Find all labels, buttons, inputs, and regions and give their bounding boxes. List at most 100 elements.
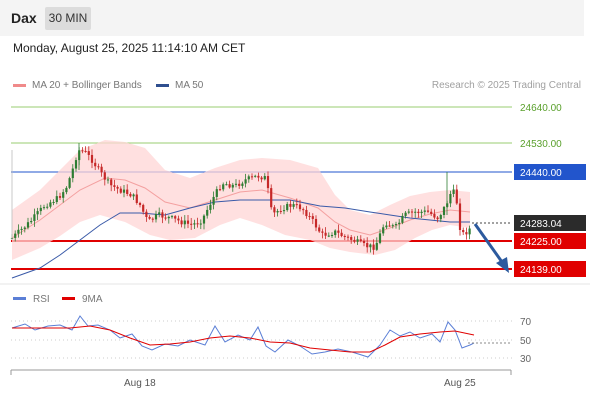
candle-body [346, 236, 350, 238]
candle-body [244, 179, 247, 184]
candle-body [254, 175, 257, 177]
candle-body [433, 213, 436, 218]
candle-body [119, 188, 122, 193]
candle-body [388, 225, 391, 227]
candle-body [46, 206, 49, 208]
candle-body [362, 240, 366, 244]
candle-body [106, 179, 110, 181]
candle-body [126, 189, 129, 194]
candle-body [270, 188, 273, 208]
candle-body [49, 202, 52, 207]
candle-body [74, 160, 78, 169]
price-label-24139: 24139.00 [520, 265, 562, 276]
candle-body [71, 168, 74, 179]
candle-body [452, 189, 455, 194]
candle-body [327, 235, 330, 237]
candle-body [154, 214, 158, 220]
candle-body [39, 207, 42, 212]
candle-body [196, 223, 199, 225]
candle-body [263, 176, 266, 180]
candle-body [36, 211, 39, 215]
candle-body [286, 203, 289, 211]
candle-body [116, 186, 119, 189]
candle-body [65, 187, 68, 193]
candle-body [372, 244, 375, 250]
top-bar: Dax 30 MIN [0, 0, 584, 36]
candle-body [394, 224, 398, 226]
rsi-swatch-icon [13, 297, 26, 300]
candle-body [257, 175, 260, 178]
candle-body [174, 216, 177, 219]
candle-body [334, 230, 337, 236]
candle-body [282, 210, 286, 212]
candle-body [218, 189, 222, 191]
candle-body [161, 212, 164, 218]
price-badge-24225 [514, 233, 586, 249]
timeframe-button[interactable]: 30 MIN [45, 7, 91, 30]
candle-body [84, 150, 87, 152]
candle-body [167, 216, 170, 219]
candle-body [266, 176, 270, 189]
price-badge-24440 [514, 164, 586, 180]
candle-body [190, 223, 193, 225]
candle-body [458, 203, 462, 230]
candle-body [302, 209, 305, 211]
candle-body [55, 196, 58, 203]
candle-body [247, 176, 250, 180]
candle-body [420, 211, 423, 214]
candle-body [238, 183, 241, 186]
rsi-legend-label: RSI [33, 294, 50, 305]
ma50-swatch-icon [156, 84, 169, 87]
price-badge-last [514, 215, 586, 231]
candle-body [314, 218, 318, 228]
candle-body [350, 237, 353, 240]
price-badge-24139 [514, 261, 586, 277]
candle-body [468, 228, 471, 235]
candle-body [180, 220, 183, 225]
candle-body [311, 216, 314, 219]
candle-body [215, 189, 218, 197]
candle-body [375, 242, 378, 250]
candle-body [164, 217, 167, 219]
x-tick-aug25: Aug 25 [444, 378, 476, 389]
candle-body [14, 233, 17, 238]
candle-body [206, 209, 209, 216]
candle-body [33, 214, 36, 222]
candle-body [103, 172, 106, 180]
candle-body [382, 227, 385, 234]
candle-body [407, 211, 410, 213]
candle-body [170, 216, 174, 218]
candle-body [100, 166, 103, 173]
candle-body [228, 184, 231, 188]
ma20-swatch-icon [13, 84, 26, 87]
candle-body [340, 232, 343, 236]
price-label-24225: 24225.00 [520, 237, 562, 248]
candle-body [439, 214, 442, 220]
candle-body [430, 211, 433, 214]
price-label-24530: 24530.00 [520, 139, 562, 150]
rsi-9ma-line [12, 325, 475, 353]
candle-body [42, 207, 46, 209]
9ma-legend-label: 9MA [82, 294, 103, 305]
candle-body [193, 223, 196, 225]
candle-body [129, 193, 132, 197]
candle-body [113, 185, 116, 187]
candle-body [87, 151, 90, 155]
candle-body [241, 183, 244, 186]
candle-body [199, 223, 202, 225]
candle-body [97, 166, 100, 168]
candle-body [20, 228, 23, 230]
candle-body [26, 222, 30, 228]
price-label-24640: 24640.00 [520, 103, 562, 114]
candle-body [353, 239, 356, 242]
candle-body [359, 239, 362, 241]
candle-body [183, 220, 186, 225]
candle-body [398, 222, 401, 225]
symbol-label: Dax [11, 10, 37, 26]
price-label-last: 24283.04 [520, 219, 562, 230]
candle-body [148, 216, 151, 219]
price-label-24440: 24440.00 [520, 168, 562, 179]
candle-body [62, 192, 65, 198]
legend-ma50-label: MA 50 [175, 80, 204, 91]
